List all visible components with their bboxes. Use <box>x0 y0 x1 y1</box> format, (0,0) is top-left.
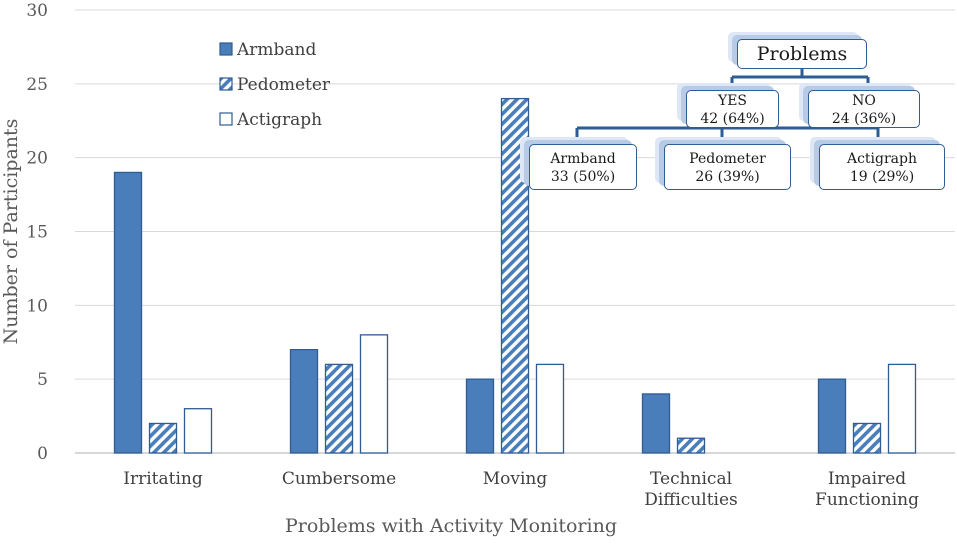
tree-node-yes-label: YES <box>717 93 748 109</box>
tree-node-armband-label: Armband <box>550 151 616 167</box>
tree-node-armband-value: 33 (50%) <box>550 169 616 185</box>
tree-node-pedometer-value: 26 (39%) <box>695 169 760 185</box>
bars <box>113 97 917 454</box>
labels: 0 5 10 15 20 25 30 Irritating Cumbersome Moving Te… <box>0 1 919 537</box>
y-tick-label: 30 <box>26 1 48 21</box>
x-tick-label: Irritating <box>123 469 203 489</box>
bar-armband-2 <box>465 378 495 454</box>
bar-actigraph-0 <box>183 408 213 454</box>
bar-actigraph-2 <box>535 363 565 454</box>
x-axis-title: Problems with Activity Monitoring <box>285 515 617 537</box>
bar-pedometer-1 <box>324 363 354 454</box>
bar-pedometer-2 <box>500 97 530 454</box>
y-tick-label: 15 <box>26 223 48 243</box>
bar-pedometer-4 <box>852 422 882 454</box>
bar-actigraph-1 <box>359 334 389 454</box>
y-tick-label: 25 <box>26 75 48 95</box>
legend-label-actigraph: Actigraph <box>236 110 322 130</box>
legend: Armband Pedometer Actigraph <box>219 40 331 130</box>
x-tick-label: Technical <box>650 469 732 489</box>
y-tick-label: 20 <box>26 149 48 169</box>
bar-pedometer-0 <box>148 422 178 454</box>
bar-armband-3 <box>641 393 671 454</box>
bar-pedometer-3 <box>676 437 706 454</box>
x-tick-label: Impaired <box>828 469 906 489</box>
tree-node-no-value: 24 (36%) <box>831 111 897 127</box>
legend-label-pedometer: Pedometer <box>237 75 331 95</box>
tree-node-actigraph-value: 19 (29%) <box>849 169 915 185</box>
tree-node-armband: Armband 33 (50%) <box>529 144 637 190</box>
legend-label-armband: Armband <box>236 40 316 60</box>
tree-node-pedometer-label: Pedometer <box>689 151 766 167</box>
y-tick-label: 10 <box>26 296 48 316</box>
x-tick-label: Functioning <box>815 490 919 510</box>
y-axis-title: Number of Participants <box>0 119 22 345</box>
bar-actigraph-4 <box>887 363 917 454</box>
x-tick-label: Cumbersome <box>282 469 396 489</box>
tree-node-problems-label: Problems <box>756 43 848 65</box>
tree-node-problems: Problems <box>737 39 867 69</box>
x-tick-label: Difficulties <box>644 490 738 510</box>
legend-swatch-actigraph <box>219 112 233 126</box>
tree-node-no-label: NO <box>852 93 876 109</box>
legend-swatch-armband <box>219 42 233 56</box>
tree-node-no: NO 24 (36%) <box>808 90 920 128</box>
tree-node-actigraph: Actigraph 19 (29%) <box>819 144 945 190</box>
tree-node-yes-value: 42 (64%) <box>700 111 765 127</box>
bar-armband-0 <box>113 171 143 454</box>
tree-node-yes: YES 42 (64%) <box>686 90 779 128</box>
y-tick-label: 0 <box>37 444 48 464</box>
tree-node-pedometer: Pedometer 26 (39%) <box>664 144 791 190</box>
legend-swatch-pedometer <box>219 77 233 91</box>
x-tick-label: Moving <box>483 469 548 489</box>
tree-node-actigraph-label: Actigraph <box>846 151 918 167</box>
bar-armband-4 <box>817 378 847 454</box>
y-tick-label: 5 <box>37 370 48 390</box>
bar-armband-1 <box>289 348 319 454</box>
